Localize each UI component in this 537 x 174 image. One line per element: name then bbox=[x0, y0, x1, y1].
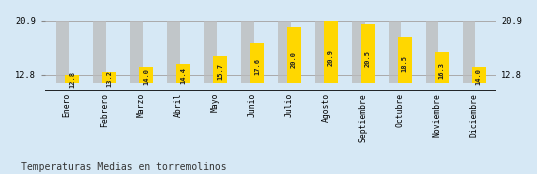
Text: 15.7: 15.7 bbox=[217, 63, 223, 80]
Bar bbox=[426, 21, 438, 84]
Bar bbox=[287, 27, 301, 84]
Bar bbox=[352, 21, 365, 84]
Text: 20.9: 20.9 bbox=[328, 49, 334, 66]
Text: Temperaturas Medias en torremolinos: Temperaturas Medias en torremolinos bbox=[21, 162, 227, 172]
Bar bbox=[65, 75, 79, 84]
Text: 18.5: 18.5 bbox=[402, 56, 408, 72]
Bar bbox=[56, 21, 69, 84]
Text: 17.6: 17.6 bbox=[254, 58, 260, 75]
Text: 13.2: 13.2 bbox=[106, 70, 112, 87]
Bar bbox=[139, 67, 153, 84]
Bar bbox=[435, 52, 449, 84]
Text: 16.3: 16.3 bbox=[439, 62, 445, 79]
Text: 12.8: 12.8 bbox=[69, 71, 75, 88]
Text: 20.5: 20.5 bbox=[365, 50, 371, 67]
Bar bbox=[324, 21, 338, 84]
Bar bbox=[278, 21, 291, 84]
Text: 14.4: 14.4 bbox=[180, 67, 186, 84]
Bar bbox=[389, 21, 402, 84]
Bar bbox=[471, 67, 486, 84]
Bar bbox=[130, 21, 143, 84]
Bar bbox=[176, 64, 190, 84]
Bar bbox=[93, 21, 106, 84]
Bar bbox=[398, 37, 412, 84]
Text: 14.0: 14.0 bbox=[476, 68, 482, 85]
Text: 14.0: 14.0 bbox=[143, 68, 149, 85]
Bar bbox=[250, 43, 264, 84]
Bar bbox=[204, 21, 216, 84]
Bar bbox=[241, 21, 253, 84]
Bar bbox=[463, 21, 475, 84]
Text: 20.0: 20.0 bbox=[291, 51, 297, 68]
Bar bbox=[315, 21, 328, 84]
Bar bbox=[361, 24, 375, 84]
Bar bbox=[213, 56, 227, 84]
Bar bbox=[167, 21, 179, 84]
Bar bbox=[102, 72, 116, 84]
